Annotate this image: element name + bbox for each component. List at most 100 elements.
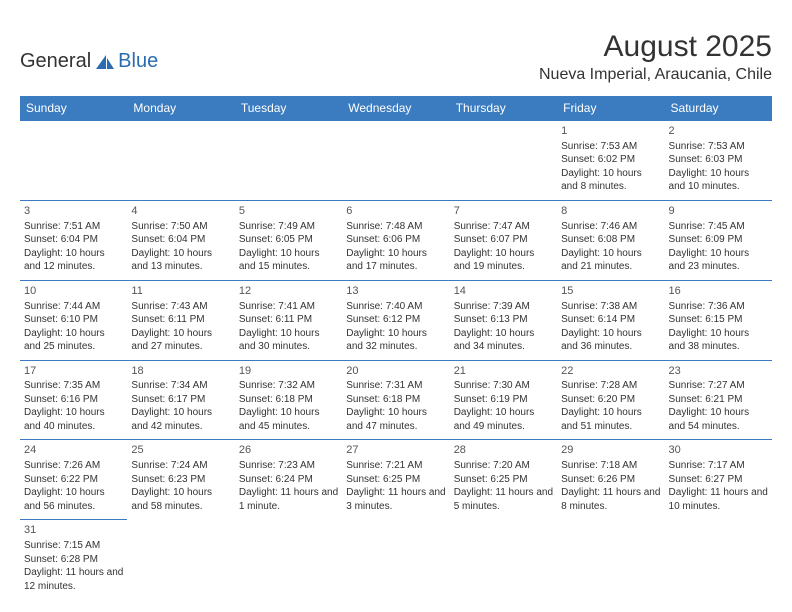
sunset-text: Sunset: 6:19 PM xyxy=(454,393,553,407)
calendar-cell: 9Sunrise: 7:45 AMSunset: 6:09 PMDaylight… xyxy=(665,200,772,280)
sunrise-text: Sunrise: 7:53 AM xyxy=(669,140,768,154)
daylight-text: Daylight: 10 hours and 47 minutes. xyxy=(346,406,445,433)
calendar-cell: 27Sunrise: 7:21 AMSunset: 6:25 PMDayligh… xyxy=(342,440,449,520)
sunset-text: Sunset: 6:27 PM xyxy=(669,473,768,487)
sunrise-text: Sunrise: 7:38 AM xyxy=(561,300,660,314)
calendar-row: 1Sunrise: 7:53 AMSunset: 6:02 PMDaylight… xyxy=(20,121,772,201)
day-number: 30 xyxy=(669,443,768,458)
calendar-cell: 24Sunrise: 7:26 AMSunset: 6:22 PMDayligh… xyxy=(20,440,127,520)
sunset-text: Sunset: 6:22 PM xyxy=(24,473,123,487)
day-number: 25 xyxy=(131,443,230,458)
daylight-text: Daylight: 10 hours and 13 minutes. xyxy=(131,247,230,274)
sunrise-text: Sunrise: 7:26 AM xyxy=(24,459,123,473)
weekday-header: Monday xyxy=(127,96,234,121)
sunrise-text: Sunrise: 7:15 AM xyxy=(24,539,123,553)
sunset-text: Sunset: 6:04 PM xyxy=(24,233,123,247)
weekday-header: Wednesday xyxy=(342,96,449,121)
calendar-cell: 4Sunrise: 7:50 AMSunset: 6:04 PMDaylight… xyxy=(127,200,234,280)
calendar-cell: 20Sunrise: 7:31 AMSunset: 6:18 PMDayligh… xyxy=(342,360,449,440)
day-number: 29 xyxy=(561,443,660,458)
calendar-cell xyxy=(557,520,664,599)
calendar-cell xyxy=(20,121,127,201)
sunrise-text: Sunrise: 7:46 AM xyxy=(561,220,660,234)
day-number: 22 xyxy=(561,364,660,379)
day-number: 18 xyxy=(131,364,230,379)
calendar-cell: 18Sunrise: 7:34 AMSunset: 6:17 PMDayligh… xyxy=(127,360,234,440)
calendar-cell: 2Sunrise: 7:53 AMSunset: 6:03 PMDaylight… xyxy=(665,121,772,201)
weekday-header: Tuesday xyxy=(235,96,342,121)
day-number: 4 xyxy=(131,204,230,219)
day-number: 14 xyxy=(454,284,553,299)
calendar-cell: 19Sunrise: 7:32 AMSunset: 6:18 PMDayligh… xyxy=(235,360,342,440)
calendar-cell: 8Sunrise: 7:46 AMSunset: 6:08 PMDaylight… xyxy=(557,200,664,280)
sunset-text: Sunset: 6:12 PM xyxy=(346,313,445,327)
day-number: 9 xyxy=(669,204,768,219)
day-number: 3 xyxy=(24,204,123,219)
sunset-text: Sunset: 6:11 PM xyxy=(131,313,230,327)
calendar-row: 17Sunrise: 7:35 AMSunset: 6:16 PMDayligh… xyxy=(20,360,772,440)
calendar-row: 3Sunrise: 7:51 AMSunset: 6:04 PMDaylight… xyxy=(20,200,772,280)
daylight-text: Daylight: 10 hours and 12 minutes. xyxy=(24,247,123,274)
sunrise-text: Sunrise: 7:40 AM xyxy=(346,300,445,314)
calendar-cell xyxy=(450,520,557,599)
day-number: 24 xyxy=(24,443,123,458)
day-number: 19 xyxy=(239,364,338,379)
sunrise-text: Sunrise: 7:43 AM xyxy=(131,300,230,314)
calendar-cell: 13Sunrise: 7:40 AMSunset: 6:12 PMDayligh… xyxy=(342,280,449,360)
daylight-text: Daylight: 10 hours and 32 minutes. xyxy=(346,327,445,354)
day-number: 31 xyxy=(24,523,123,538)
sunset-text: Sunset: 6:10 PM xyxy=(24,313,123,327)
sunset-text: Sunset: 6:20 PM xyxy=(561,393,660,407)
sunset-text: Sunset: 6:18 PM xyxy=(346,393,445,407)
sunrise-text: Sunrise: 7:36 AM xyxy=(669,300,768,314)
daylight-text: Daylight: 10 hours and 10 minutes. xyxy=(669,167,768,194)
header: General Blue August 2025 Nueva Imperial,… xyxy=(20,30,772,84)
sunset-text: Sunset: 6:24 PM xyxy=(239,473,338,487)
daylight-text: Daylight: 10 hours and 27 minutes. xyxy=(131,327,230,354)
sunrise-text: Sunrise: 7:28 AM xyxy=(561,379,660,393)
daylight-text: Daylight: 10 hours and 49 minutes. xyxy=(454,406,553,433)
daylight-text: Daylight: 10 hours and 15 minutes. xyxy=(239,247,338,274)
calendar-row: 24Sunrise: 7:26 AMSunset: 6:22 PM Dayligh… xyxy=(20,440,772,520)
sunrise-text: Sunrise: 7:32 AM xyxy=(239,379,338,393)
sunrise-text: Sunrise: 7:44 AM xyxy=(24,300,123,314)
day-number: 21 xyxy=(454,364,553,379)
calendar-cell: 1Sunrise: 7:53 AMSunset: 6:02 PMDaylight… xyxy=(557,121,664,201)
day-number: 20 xyxy=(346,364,445,379)
calendar-cell: 28Sunrise: 7:20 AMSunset: 6:25 PMDayligh… xyxy=(450,440,557,520)
calendar-cell: 21Sunrise: 7:30 AMSunset: 6:19 PMDayligh… xyxy=(450,360,557,440)
daylight-text: Daylight: 10 hours and 8 minutes. xyxy=(561,167,660,194)
daylight-text: Daylight: 10 hours and 25 minutes. xyxy=(24,327,123,354)
sunrise-text: Sunrise: 7:39 AM xyxy=(454,300,553,314)
sunrise-text: Sunrise: 7:20 AM xyxy=(454,459,553,473)
sunrise-text: Sunrise: 7:49 AM xyxy=(239,220,338,234)
sunset-text: Sunset: 6:06 PM xyxy=(346,233,445,247)
daylight-text: Daylight: 10 hours and 21 minutes. xyxy=(561,247,660,274)
month-title: August 2025 xyxy=(539,30,772,64)
daylight-text: Daylight: 10 hours and 58 minutes. xyxy=(131,486,230,513)
weekday-header: Sunday xyxy=(20,96,127,121)
calendar-cell: 3Sunrise: 7:51 AMSunset: 6:04 PMDaylight… xyxy=(20,200,127,280)
day-number: 15 xyxy=(561,284,660,299)
daylight-text: Daylight: 11 hours and 1 minute. xyxy=(239,486,338,513)
sunrise-text: Sunrise: 7:24 AM xyxy=(131,459,230,473)
sunrise-text: Sunrise: 7:48 AM xyxy=(346,220,445,234)
daylight-text: Daylight: 10 hours and 17 minutes. xyxy=(346,247,445,274)
calendar-cell: 7Sunrise: 7:47 AMSunset: 6:07 PMDaylight… xyxy=(450,200,557,280)
calendar-cell xyxy=(235,520,342,599)
sunset-text: Sunset: 6:07 PM xyxy=(454,233,553,247)
calendar-cell: 26Sunrise: 7:23 AMSunset: 6:24 PMDayligh… xyxy=(235,440,342,520)
calendar-cell: 6Sunrise: 7:48 AMSunset: 6:06 PMDaylight… xyxy=(342,200,449,280)
logo-text-2: Blue xyxy=(118,50,158,73)
sunrise-text: Sunrise: 7:45 AM xyxy=(669,220,768,234)
sunset-text: Sunset: 6:18 PM xyxy=(239,393,338,407)
daylight-text: Daylight: 10 hours and 45 minutes. xyxy=(239,406,338,433)
sunrise-text: Sunrise: 7:27 AM xyxy=(669,379,768,393)
logo: General Blue xyxy=(20,50,158,73)
sunrise-text: Sunrise: 7:31 AM xyxy=(346,379,445,393)
day-number: 17 xyxy=(24,364,123,379)
sunset-text: Sunset: 6:26 PM xyxy=(561,473,660,487)
sunrise-text: Sunrise: 7:17 AM xyxy=(669,459,768,473)
calendar-cell xyxy=(342,520,449,599)
calendar-cell xyxy=(342,121,449,201)
